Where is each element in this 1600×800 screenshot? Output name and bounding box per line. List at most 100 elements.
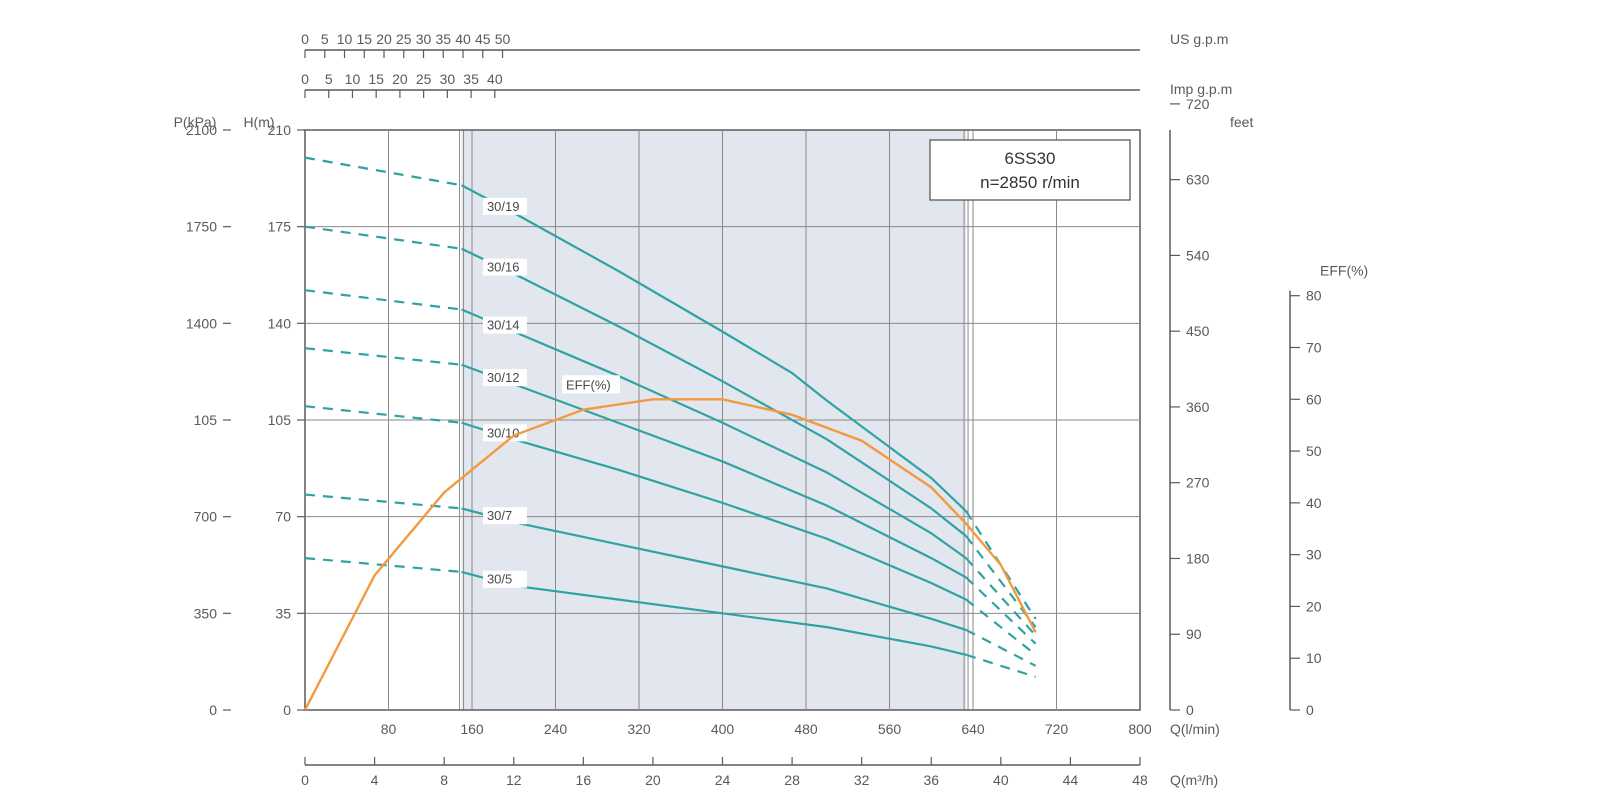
- tick-impgpm: 35: [463, 71, 479, 87]
- tick-eff: 0: [1306, 702, 1314, 718]
- curve-30/12: [305, 348, 462, 365]
- eff-label: EFF(%): [566, 377, 611, 392]
- tick-usgpm: 5: [321, 31, 329, 47]
- tick-usgpm: 45: [475, 31, 491, 47]
- tick-m3h: 44: [1063, 772, 1079, 788]
- pump-chart: 30/5 30/7 30/10 30/12 30/14 30/16 30/19 EFF(%) 6…: [20, 20, 1580, 780]
- curve-30/10: [966, 600, 1036, 655]
- tick-usgpm: 20: [376, 31, 392, 47]
- tick-eff: 30: [1306, 547, 1322, 563]
- tick-feet: 360: [1186, 399, 1210, 415]
- tick-lmin: 400: [711, 721, 735, 737]
- tick-impgpm: 0: [301, 71, 309, 87]
- tick-usgpm: 10: [337, 31, 353, 47]
- tick-lmin: 800: [1128, 721, 1152, 737]
- curve-label: 30/5: [487, 572, 512, 587]
- axis-impgpm: Imp g.p.m: [1170, 81, 1232, 97]
- tick-impgpm: 20: [392, 71, 408, 87]
- tick-m3h: 40: [993, 772, 1009, 788]
- tick-hm: 105: [268, 412, 292, 428]
- tick-lmin: 720: [1045, 721, 1069, 737]
- tick-m3h: 12: [506, 772, 522, 788]
- tick-impgpm: 30: [440, 71, 456, 87]
- chart-svg: 30/5 30/7 30/10 30/12 30/14 30/16 30/19 EFF(%) 6…: [20, 20, 1580, 800]
- axis-feet: feet: [1230, 114, 1253, 130]
- tick-eff: 20: [1306, 598, 1322, 614]
- tick-m3h: 16: [576, 772, 592, 788]
- tick-m3h: 4: [371, 772, 379, 788]
- tick-eff: 80: [1306, 288, 1322, 304]
- curve-30/19: [305, 158, 462, 186]
- tick-impgpm: 10: [345, 71, 361, 87]
- curve-30/14: [966, 558, 1036, 635]
- tick-hm: 35: [275, 605, 291, 621]
- axis-lmin: Q(l/min): [1170, 721, 1220, 737]
- tick-pkpa: 105: [194, 412, 218, 428]
- tick-pkpa: 0: [209, 702, 217, 718]
- tick-hm: 140: [268, 315, 292, 331]
- tick-pkpa: 700: [194, 509, 218, 525]
- tick-pkpa: 1750: [186, 219, 217, 235]
- curve-30/16: [305, 227, 462, 249]
- tick-hm: 0: [283, 702, 291, 718]
- tick-usgpm: 0: [301, 31, 309, 47]
- curve-30/5: [966, 655, 1036, 677]
- tick-m3h: 0: [301, 772, 309, 788]
- tick-feet: 720: [1186, 96, 1210, 112]
- tick-usgpm: 15: [356, 31, 372, 47]
- tick-lmin: 640: [961, 721, 985, 737]
- tick-eff: 50: [1306, 443, 1322, 459]
- tick-usgpm: 25: [396, 31, 412, 47]
- tick-hm: 70: [275, 509, 291, 525]
- axis-eff: EFF(%): [1320, 263, 1368, 279]
- tick-eff: 60: [1306, 391, 1322, 407]
- tick-pkpa: 1400: [186, 315, 217, 331]
- axis-usgpm: US g.p.m: [1170, 31, 1228, 47]
- tick-feet: 630: [1186, 172, 1210, 188]
- curve-label: 30/12: [487, 370, 520, 385]
- tick-m3h: 32: [854, 772, 870, 788]
- tick-hm: 175: [268, 219, 292, 235]
- title-line1: 6SS30: [1004, 149, 1055, 168]
- tick-impgpm: 5: [325, 71, 333, 87]
- tick-eff: 40: [1306, 495, 1322, 511]
- tick-eff: 10: [1306, 650, 1322, 666]
- tick-feet: 540: [1186, 247, 1210, 263]
- tick-lmin: 480: [794, 721, 818, 737]
- tick-m3h: 24: [715, 772, 731, 788]
- curve-label: 30/19: [487, 199, 520, 214]
- tick-m3h: 20: [645, 772, 661, 788]
- curve-label: 30/7: [487, 508, 512, 523]
- tick-lmin: 160: [460, 721, 484, 737]
- tick-lmin: 80: [381, 721, 397, 737]
- tick-lmin: 560: [878, 721, 902, 737]
- tick-feet: 90: [1186, 626, 1202, 642]
- title-line2: n=2850 r/min: [980, 173, 1080, 192]
- tick-usgpm: 50: [495, 31, 511, 47]
- tick-usgpm: 35: [435, 31, 451, 47]
- tick-lmin: 240: [544, 721, 568, 737]
- curve-label: 30/14: [487, 318, 520, 333]
- tick-impgpm: 15: [368, 71, 384, 87]
- tick-impgpm: 25: [416, 71, 432, 87]
- curve-label: 30/16: [487, 260, 520, 275]
- tick-feet: 450: [1186, 323, 1210, 339]
- curve-30/14: [305, 290, 462, 309]
- tick-usgpm: 40: [455, 31, 471, 47]
- tick-lmin: 320: [627, 721, 651, 737]
- tick-feet: 270: [1186, 475, 1210, 491]
- tick-feet: 180: [1186, 550, 1210, 566]
- tick-feet: 0: [1186, 702, 1194, 718]
- tick-impgpm: 40: [487, 71, 503, 87]
- tick-m3h: 48: [1132, 772, 1148, 788]
- tick-hm: 210: [268, 122, 292, 138]
- tick-eff: 70: [1306, 340, 1322, 356]
- axis-m3h: Q(m³/h): [1170, 772, 1218, 788]
- tick-usgpm: 30: [416, 31, 432, 47]
- tick-pkpa: 350: [194, 605, 218, 621]
- tick-m3h: 36: [923, 772, 939, 788]
- curve-label: 30/10: [487, 425, 520, 440]
- tick-pkpa: 2100: [186, 122, 217, 138]
- tick-m3h: 8: [440, 772, 448, 788]
- tick-m3h: 28: [784, 772, 800, 788]
